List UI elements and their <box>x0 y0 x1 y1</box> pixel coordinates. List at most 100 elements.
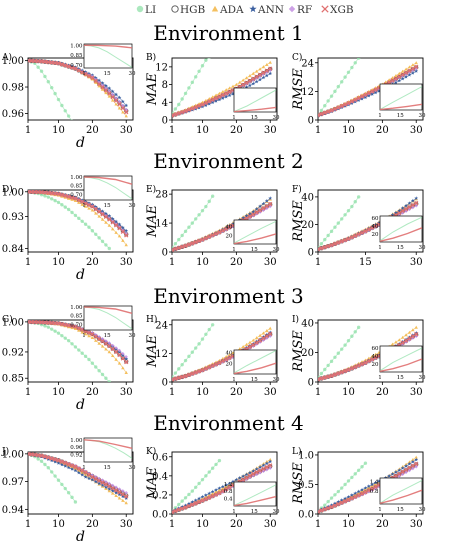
point-ann <box>114 219 118 224</box>
y-tick-label-K: 0.2 <box>152 490 168 501</box>
point-li <box>204 474 208 478</box>
y-axis-label-C: RMSE <box>291 68 306 111</box>
point-li <box>83 222 88 226</box>
point-li <box>180 97 184 101</box>
point-xgb <box>254 340 259 345</box>
point-ann <box>251 81 256 86</box>
point-ann <box>63 464 68 468</box>
y-tick-label-A: 0.98 <box>2 83 24 94</box>
point-rf <box>110 219 115 223</box>
point-xgb <box>210 363 215 368</box>
y-axis-label-A: R² <box>0 82 2 98</box>
point-li <box>73 345 78 349</box>
y-tick-label-C: 0 <box>308 116 314 127</box>
point-xgb <box>117 352 122 358</box>
inset-y-tick-D: 1.00 <box>70 175 83 181</box>
x-tick-label-K: 1 <box>169 519 175 530</box>
point-xgb <box>180 506 185 511</box>
inset-y-tick-E: 20 <box>226 233 233 239</box>
point-xgb <box>52 457 58 462</box>
point-li <box>104 376 108 380</box>
point-li <box>77 348 81 352</box>
point-xgb <box>407 465 412 470</box>
point-ann <box>349 493 354 497</box>
point-li <box>333 225 337 229</box>
legend-label-hgb: HGB <box>180 4 206 16</box>
point-li <box>63 109 67 113</box>
point-xgb <box>329 373 334 378</box>
point-li <box>326 233 330 238</box>
point-xgb <box>107 217 112 222</box>
point-ann <box>346 494 351 499</box>
point-li <box>70 210 74 215</box>
panel-label-A: A) <box>1 52 12 63</box>
point-xgb <box>247 78 253 83</box>
point-ann <box>397 78 402 83</box>
inset-y-tick-D: 0.85 <box>70 184 83 190</box>
point-li <box>177 237 181 242</box>
point-xgb <box>213 95 219 101</box>
point-xgb <box>59 192 65 197</box>
point-ann <box>93 204 98 209</box>
point-rf <box>217 492 222 496</box>
point-ann <box>124 496 129 500</box>
point-ada <box>77 200 81 204</box>
point-xgb <box>56 61 61 66</box>
point-xgb <box>332 241 338 247</box>
point-xgb <box>190 106 195 111</box>
point-ada <box>124 370 128 374</box>
point-xgb <box>36 453 41 458</box>
point-ann <box>66 465 71 470</box>
point-xgb <box>200 498 205 503</box>
point-ada <box>100 484 105 488</box>
point-xgb <box>66 323 71 328</box>
point-li <box>43 194 47 198</box>
x-tick-label-L: 30 <box>410 519 423 530</box>
point-rf <box>94 333 98 337</box>
point-li <box>39 69 44 73</box>
point-xgb <box>203 496 209 502</box>
point-xgb <box>319 246 324 251</box>
point-ann <box>373 480 378 485</box>
point-ann <box>244 345 249 350</box>
point-xgb <box>227 355 232 360</box>
point-li <box>343 75 347 79</box>
point-xgb <box>346 100 351 106</box>
point-ann <box>254 467 259 471</box>
point-li <box>87 225 91 229</box>
point-li <box>73 213 78 218</box>
point-li <box>210 466 215 470</box>
point-rf <box>94 77 98 82</box>
panel-label-J: J) <box>1 446 9 457</box>
point-li <box>104 243 108 247</box>
x-tick-label-E: 1 <box>169 257 175 268</box>
x-tick-label-J: 10 <box>52 519 65 530</box>
point-li <box>207 327 211 332</box>
point-ada <box>214 490 218 494</box>
point-xgb <box>76 197 81 203</box>
point-ann <box>214 99 218 103</box>
point-xgb <box>407 68 412 73</box>
point-ann <box>183 503 188 508</box>
legend-label-rf: RF <box>297 4 312 16</box>
point-ada <box>221 486 225 490</box>
point-xgb <box>247 473 253 479</box>
point-xgb <box>32 58 37 64</box>
y-tick-label-K: 0.4 <box>152 471 168 482</box>
legend-marker-li <box>136 5 144 13</box>
point-ann <box>227 93 232 98</box>
point-ann <box>110 89 115 94</box>
point-ada <box>100 87 105 91</box>
point-xgb <box>339 370 344 375</box>
point-xgb <box>120 356 125 361</box>
point-li <box>197 213 201 217</box>
point-xgb <box>339 500 344 505</box>
point-ann <box>363 95 368 99</box>
point-ann <box>97 207 102 211</box>
point-xgb <box>76 466 81 471</box>
point-ada <box>363 358 368 362</box>
x-tick-label-E: 30 <box>264 257 277 268</box>
point-ada <box>207 97 211 101</box>
point-xgb <box>403 467 409 472</box>
